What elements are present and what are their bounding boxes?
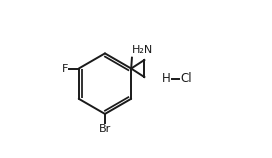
Text: F: F	[62, 64, 69, 73]
Text: H₂N: H₂N	[132, 45, 153, 55]
Text: Br: Br	[99, 124, 111, 134]
Text: Cl: Cl	[180, 73, 192, 85]
Text: H: H	[162, 73, 171, 85]
